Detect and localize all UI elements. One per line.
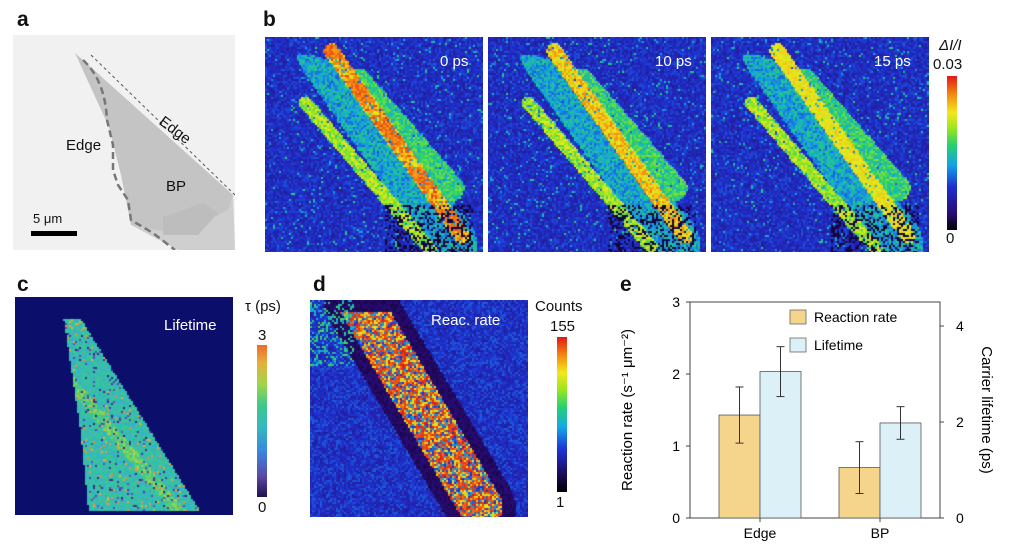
colorbar-c-max: 3: [258, 327, 267, 344]
panel-c-label: c: [17, 273, 29, 296]
plot-frame: [689, 301, 941, 519]
colorbar-d-title: Counts: [535, 298, 583, 315]
colorbar-c-min: 0: [258, 499, 267, 516]
y-tick-left-1: 1: [672, 438, 680, 454]
lifetime-map-title: Lifetime: [164, 317, 217, 334]
colorbar-b: [947, 76, 957, 230]
edge-dashed-line-left: [82, 59, 176, 251]
lifetime-map: [15, 297, 233, 515]
y-tick-left-2: 2: [672, 366, 680, 382]
colorbar-c-title: τ (ps): [245, 298, 281, 315]
y-axis-label-right: Carrier lifetime (ps): [978, 346, 995, 474]
y-tick-right-0: 0: [956, 510, 964, 526]
panel-a-label: a: [17, 8, 29, 31]
colorbar-c: [257, 345, 267, 497]
y-axis-label-left: Reaction rate (s⁻¹ μm⁻²): [619, 329, 636, 491]
edge-label-left: Edge: [66, 137, 102, 154]
panel-a-micrograph: [13, 35, 236, 251]
frame-label-15: 15 ps: [874, 53, 911, 70]
frame-label-10: 10 ps: [655, 53, 692, 70]
colorbar-b-max: 0.03: [933, 56, 963, 73]
panel-b-label: b: [263, 8, 276, 31]
optical-image: [13, 35, 236, 251]
colorbar-b-title: ΔI/I: [939, 37, 962, 54]
panel-e-label: e: [620, 273, 632, 296]
legend-label-reaction-rate: Reaction rate: [814, 309, 897, 325]
y-tick-right-2: 2: [956, 414, 964, 430]
bp-label: BP: [166, 178, 187, 195]
colorbar-b-min: 0: [946, 230, 955, 247]
reaction-rate-map-title: Reac. rate: [431, 312, 501, 329]
scale-bar: [31, 231, 77, 236]
frame-label-0: 0 ps: [440, 53, 469, 70]
colorbar-d-max: 155: [550, 318, 576, 335]
colorbar-d-min: 1: [556, 494, 565, 511]
legend-swatch-lifetime: [789, 337, 807, 353]
bar-chart: Edge BP 0 1 2 3 0 2 4 Reaction rate Lifetime Rea…: [619, 294, 995, 541]
y-tick-left-3: 3: [672, 294, 680, 310]
transient-map-frame-10: [488, 37, 706, 252]
scale-bar-label: 5 μm: [33, 211, 63, 226]
legend-label-lifetime: Lifetime: [814, 337, 863, 353]
y-tick-left-0: 0: [672, 510, 680, 526]
legend-swatch-reaction-rate: [789, 309, 807, 325]
colorbar-d: [557, 337, 567, 492]
reaction-rate-map: [310, 300, 528, 517]
x-tick-label-bp: BP: [871, 525, 890, 541]
panel-d-label: d: [313, 273, 326, 296]
y-tick-right-4: 4: [956, 318, 964, 334]
transient-map-frame-0: [265, 37, 483, 252]
transient-map-frame-15: [711, 37, 929, 252]
x-tick-label-edge: Edge: [744, 525, 777, 541]
